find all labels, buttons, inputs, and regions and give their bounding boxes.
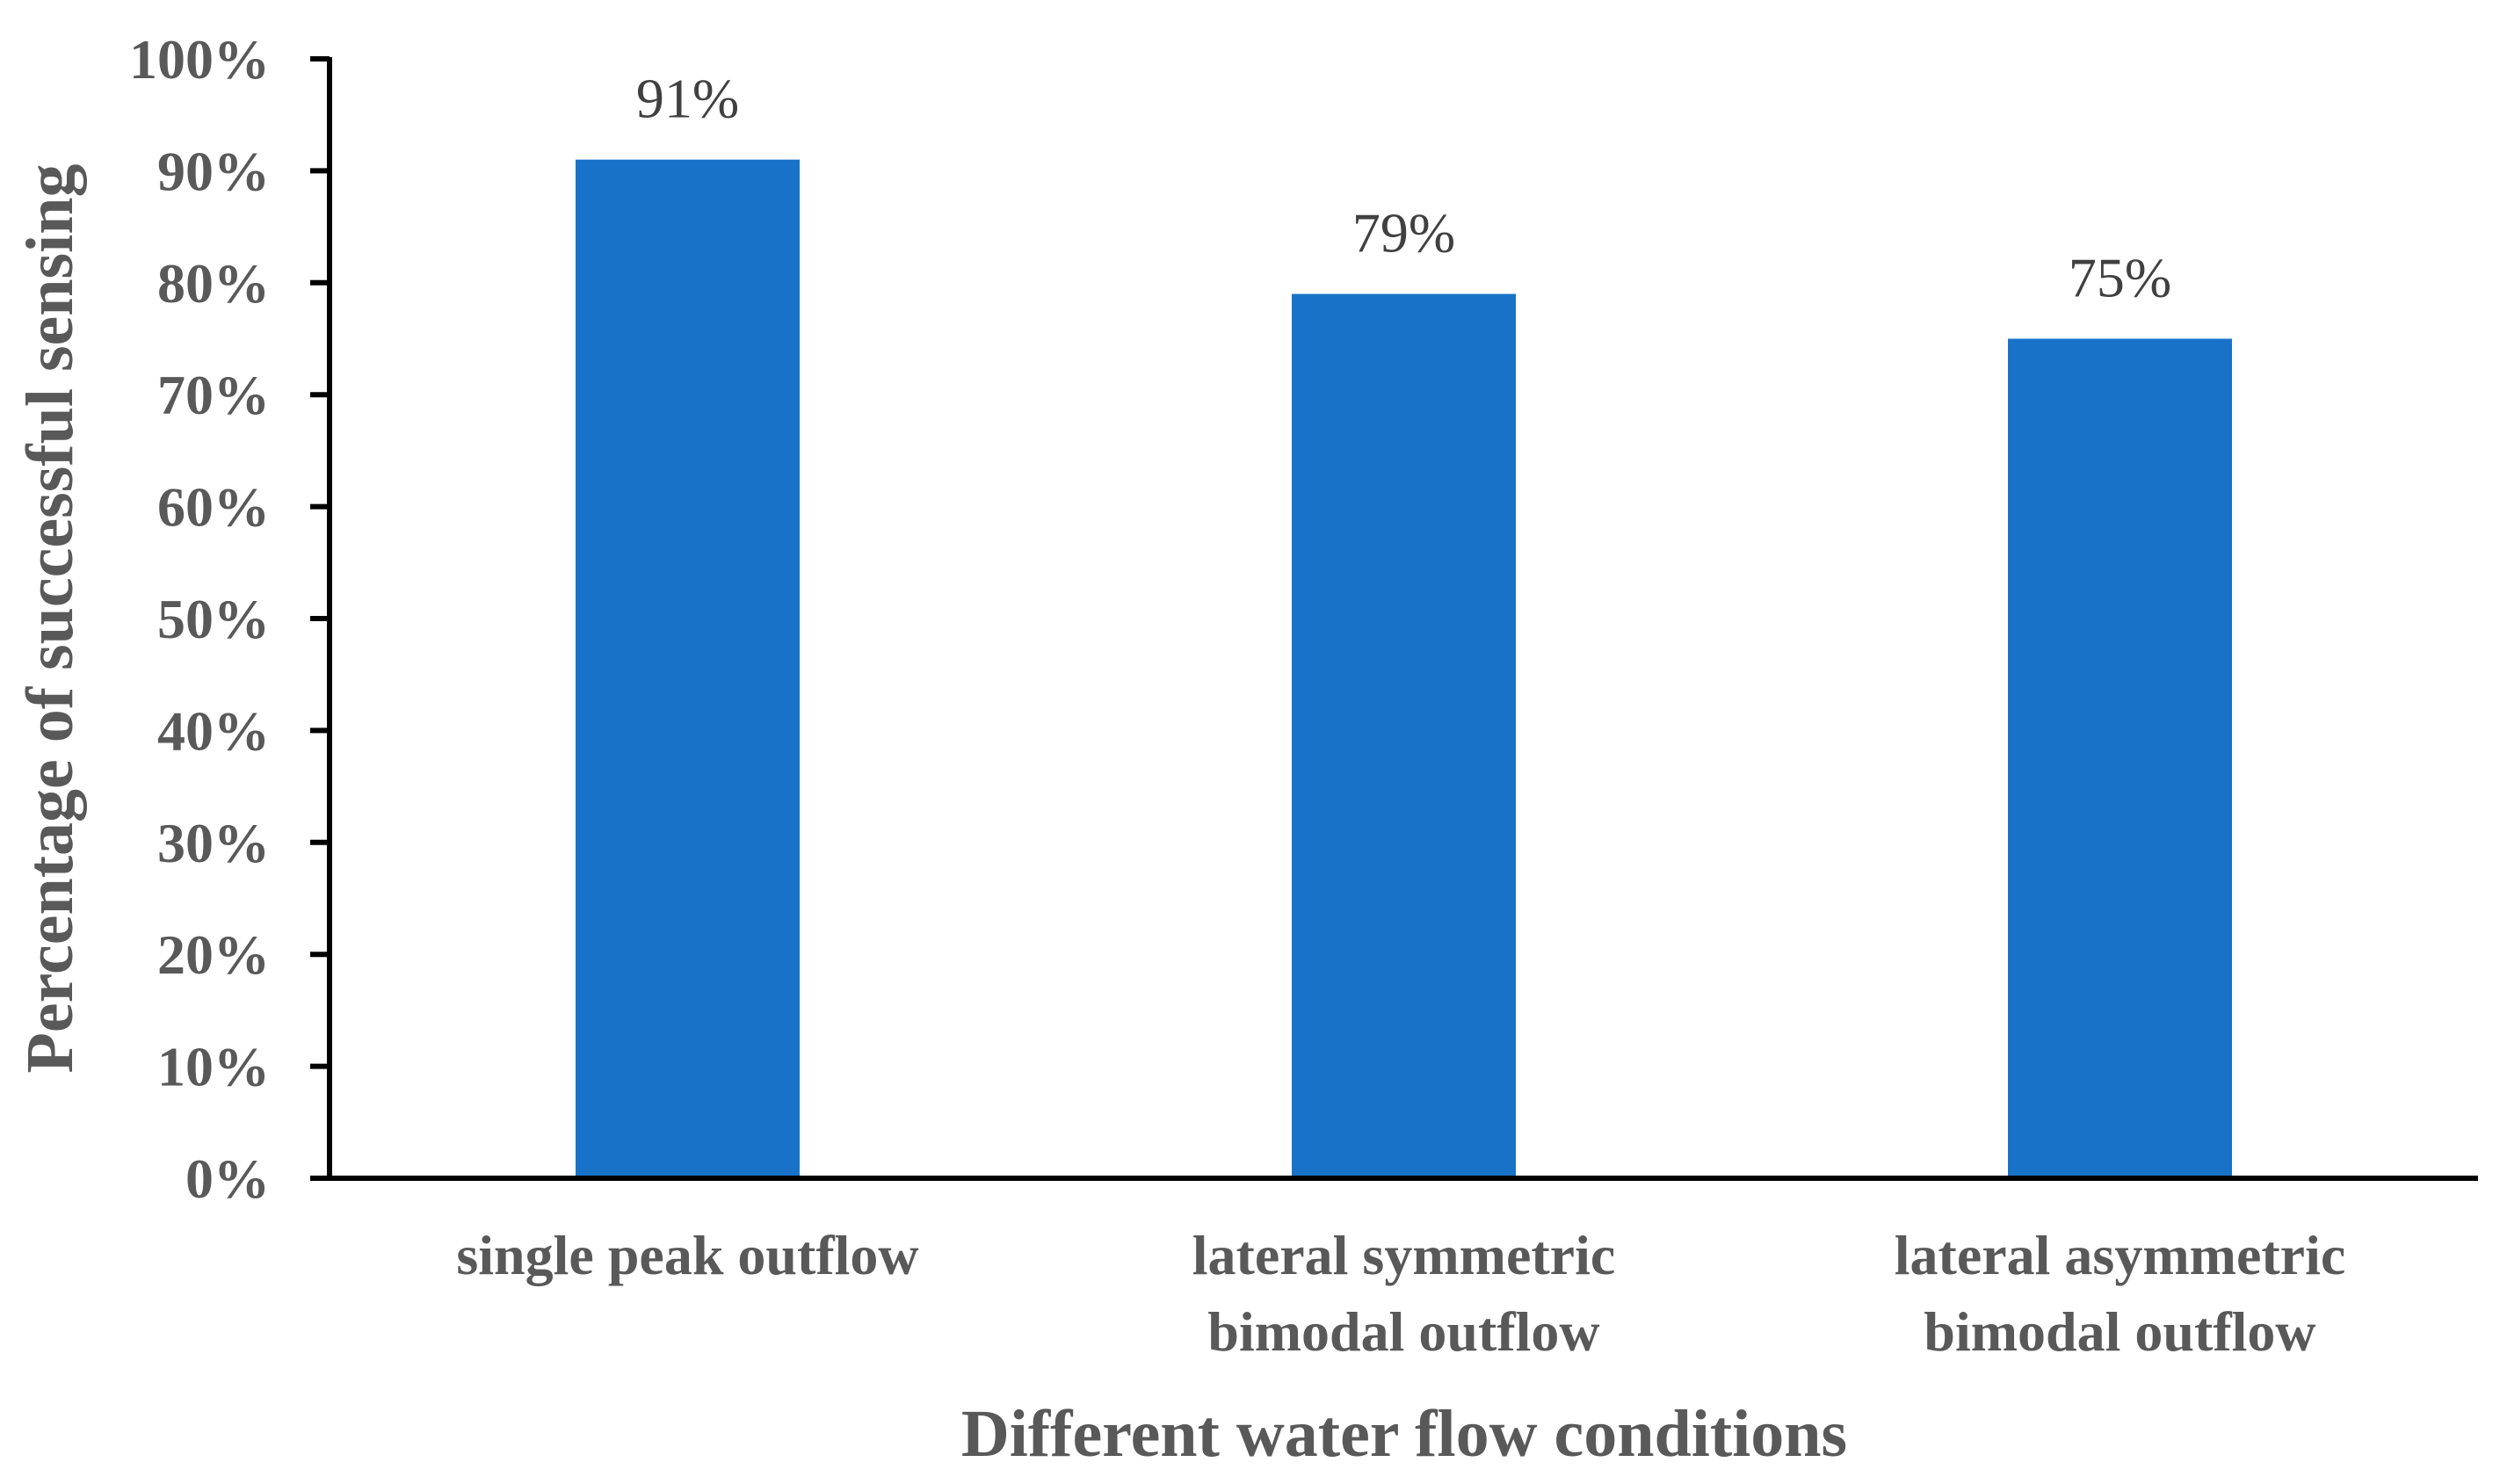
y-tick-label: 100%	[129, 28, 270, 90]
data-label: 91%	[636, 68, 739, 130]
y-axis-title: Percentage of successful sensing	[13, 163, 87, 1073]
y-tick-label: 50%	[157, 588, 270, 650]
data-labels-group: 91% 79% 75%	[636, 68, 2171, 309]
y-tick-label: 90%	[157, 140, 270, 202]
y-tick-label: 10%	[157, 1036, 270, 1098]
x-category-label: lateral asymmetric	[1895, 1224, 2346, 1286]
y-tick-label: 80%	[157, 252, 270, 315]
data-label: 75%	[2069, 247, 2171, 309]
x-category-label: lateral symmetric	[1192, 1224, 1616, 1286]
y-tick-label: 70%	[157, 364, 270, 426]
x-axis-title: Different water flow conditions	[961, 1397, 1847, 1471]
bar	[1292, 293, 1516, 1178]
y-tick-label: 0%	[185, 1147, 270, 1210]
y-tick-label: 30%	[157, 812, 270, 874]
y-axis-ticks: 0% 10% 20% 30% 40% 50% 60% 70% 80% 90% 100%	[129, 28, 330, 1210]
y-tick-label: 60%	[157, 476, 270, 539]
x-category-label: bimodal outflow	[1207, 1300, 1599, 1363]
bars-group	[576, 159, 2232, 1178]
bar	[2008, 338, 2232, 1178]
x-category-label: bimodal outflow	[1924, 1300, 2315, 1363]
bar	[576, 159, 800, 1178]
y-tick-label: 40%	[157, 699, 270, 762]
data-label: 79%	[1352, 202, 1455, 264]
y-tick-label: 20%	[157, 923, 270, 986]
x-axis-categories: single peak outflow lateral symmetric bimo…	[456, 1224, 2345, 1363]
x-category-label: single peak outflow	[456, 1224, 918, 1286]
